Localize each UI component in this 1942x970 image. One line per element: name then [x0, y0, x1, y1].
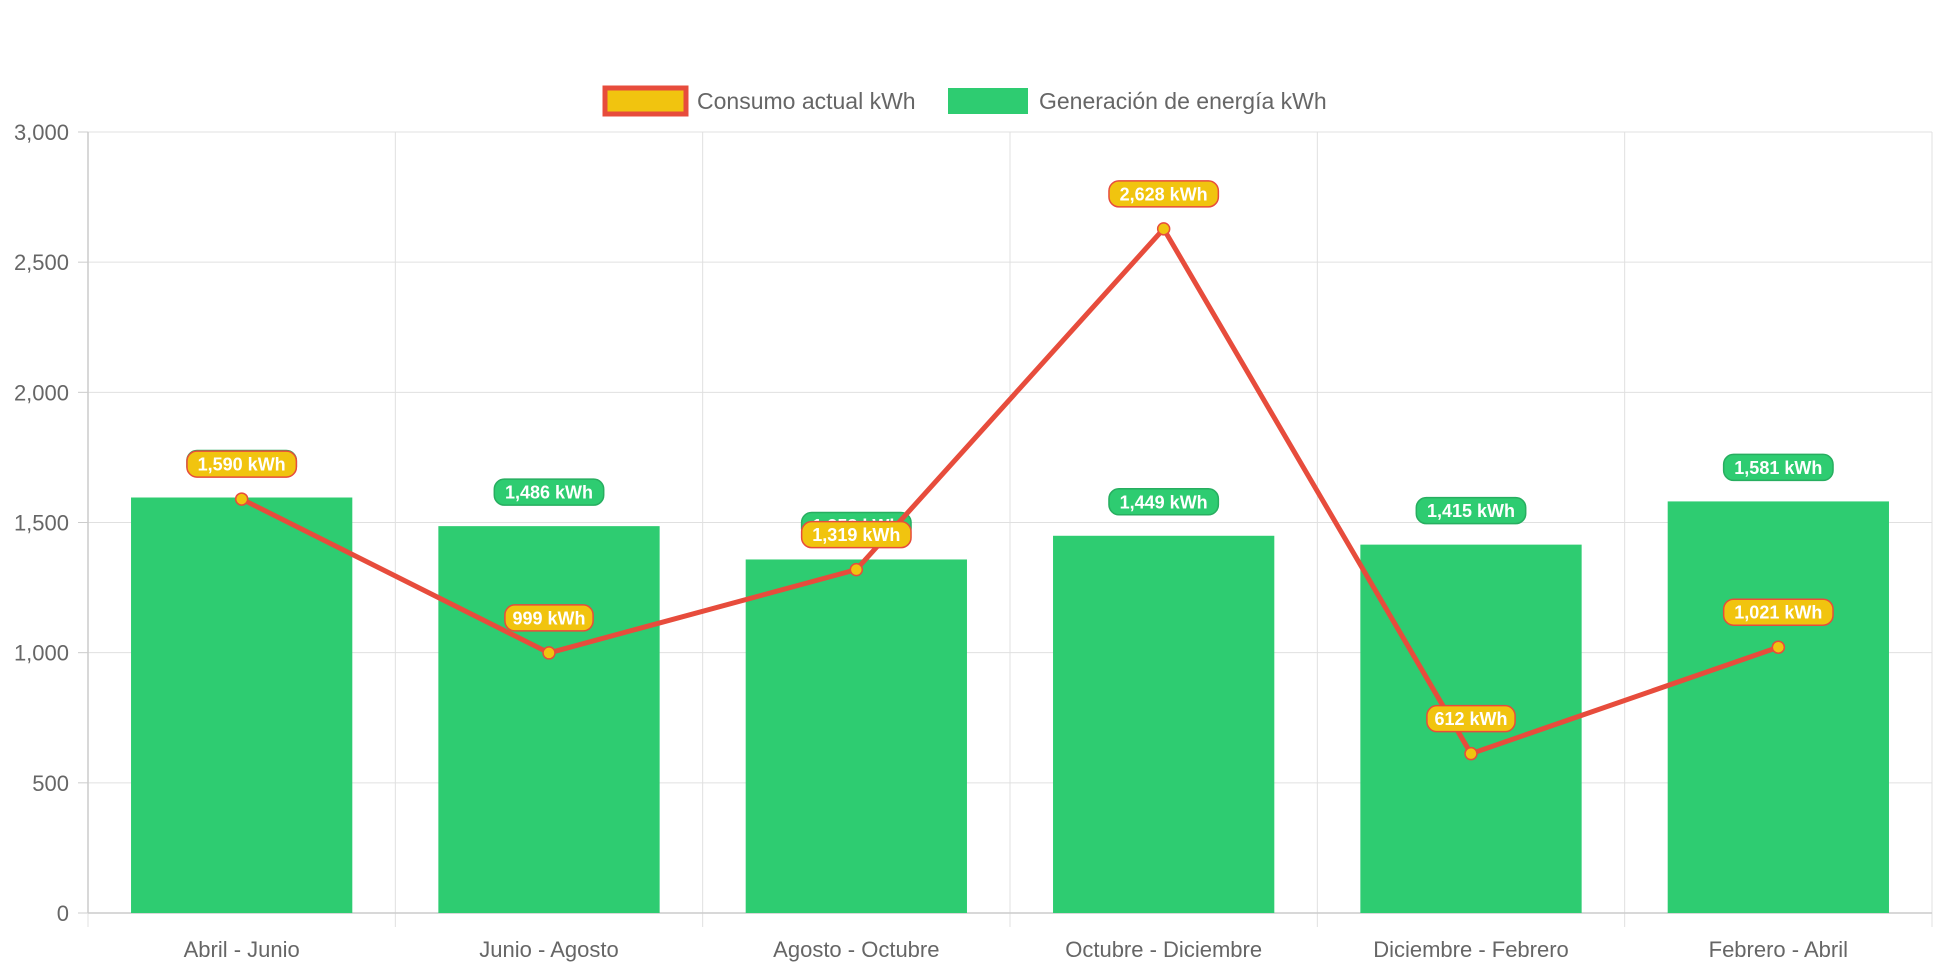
y-tick-label: 500 — [32, 771, 69, 796]
bar-data-label-text: 1,449 kWh — [1120, 492, 1208, 512]
x-tick-label: Abril - Junio — [184, 937, 300, 962]
y-tick-label: 2,500 — [14, 250, 69, 275]
line-data-label-text: 1,590 kWh — [198, 455, 286, 475]
bar-data-label-box — [493, 478, 605, 506]
bar-data-label: 1,415 kWh — [1415, 496, 1527, 525]
bar-data-label: 1,449 kWh — [1108, 488, 1220, 516]
legend-swatch-consumo[interactable] — [602, 85, 689, 117]
bar-series — [131, 497, 1889, 913]
x-tick-label: Octubre - Diciembre — [1065, 937, 1262, 962]
line-data-label-box — [1426, 704, 1516, 733]
line-series — [234, 222, 1786, 761]
line-point — [234, 492, 249, 506]
y-tick-label: 2,000 — [14, 380, 69, 405]
legend-label-consumo[interactable]: Consumo actual kWh — [697, 88, 916, 114]
line-data-label-text: 1,021 kWh — [1734, 603, 1822, 623]
axis-layer: 0 500 1,000 1,500 2,000 2,500 3,000 Abril - Jun… — [14, 120, 1848, 962]
bar — [1053, 535, 1275, 913]
bar-data-label-box — [1722, 453, 1834, 482]
bar-data-label-text: 1,581 kWh — [1734, 458, 1822, 478]
line-point — [1771, 640, 1786, 654]
line-data-label-text: 612 kWh — [1434, 709, 1507, 729]
line-point — [542, 646, 556, 660]
y-tick-label: 1,500 — [14, 511, 69, 536]
line-path — [240, 226, 1780, 757]
bar — [1667, 501, 1889, 913]
line-point — [849, 562, 864, 577]
line-data-label: 1,590 kWh — [186, 450, 298, 478]
line-data-label-box — [504, 604, 594, 632]
bar-data-label-text: 1,486 kWh — [505, 483, 593, 503]
line-data-label: 2,628 kWh — [1108, 180, 1220, 208]
x-tick-label: Junio - Agosto — [479, 937, 618, 962]
line-data-label: 1,021 kWh — [1722, 598, 1834, 626]
legend: Consumo actual kWh Generación de energía… — [602, 85, 1327, 117]
x-tick-label: Agosto - Octubre — [773, 937, 939, 962]
y-tick-label: 0 — [57, 901, 69, 926]
bar — [131, 497, 353, 913]
line-point — [1156, 222, 1171, 236]
bar-data-label-box — [1108, 488, 1220, 516]
x-tick-label: Diciembre - Febrero — [1373, 937, 1569, 962]
x-tick-label: Febrero - Abril — [1709, 937, 1848, 962]
line-data-label-box — [186, 450, 298, 478]
bar — [438, 526, 660, 913]
y-tick-label: 1,000 — [14, 641, 69, 666]
grid-layer — [78, 131, 1933, 927]
line-data-label-box — [1108, 180, 1220, 208]
legend-swatch-generacion[interactable] — [948, 88, 1028, 114]
y-tick-label: 3,000 — [14, 120, 69, 145]
line-data-label: 999 kWh — [504, 604, 594, 632]
bar-data-label-box — [1415, 496, 1527, 525]
line-point — [1464, 746, 1478, 761]
legend-label-generacion[interactable]: Generación de energía kWh — [1039, 88, 1327, 114]
bar-data-label: 1,486 kWh — [493, 478, 605, 506]
line-data-label-text: 999 kWh — [512, 608, 585, 628]
line-data-label: 612 kWh — [1426, 704, 1516, 733]
line-data-label-box — [800, 520, 912, 549]
line-data-labels: 1,590 kWh 999 kWh 1,319 kWh 2,628 kWh 612 kW… — [186, 180, 1834, 733]
line-data-label-text: 2,628 kWh — [1120, 184, 1208, 204]
bar-data-label-text: 1,415 kWh — [1427, 501, 1515, 521]
bar-data-label: 1,581 kWh — [1722, 453, 1834, 482]
line-data-label-box — [1722, 598, 1834, 626]
bar — [745, 559, 967, 913]
line-data-label: 1,319 kWh — [800, 520, 912, 549]
line-data-label-text: 1,319 kWh — [812, 525, 900, 545]
